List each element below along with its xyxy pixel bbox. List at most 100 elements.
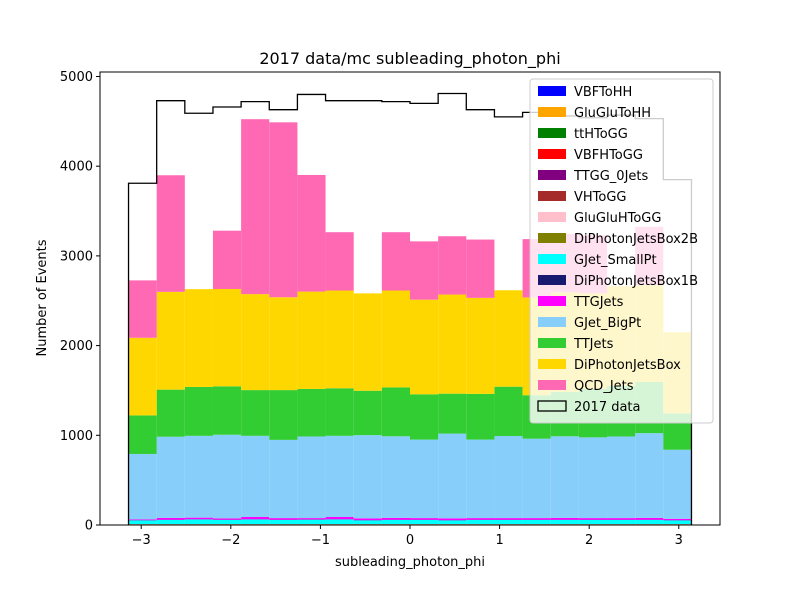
legend-swatch <box>538 149 566 159</box>
bar-series-10-bin-1 <box>156 517 185 520</box>
bar-series-11-bin-15 <box>550 436 579 518</box>
bar-series-8-bin-1 <box>156 519 185 525</box>
bar-series-11-bin-5 <box>269 439 298 519</box>
bar-series-13-bin-3 <box>212 288 242 387</box>
bar-series-10-bin-2 <box>184 517 213 520</box>
chart-title: 2017 data/mc subleading_photon_phi <box>259 49 560 69</box>
bar-series-12-bin-2 <box>184 386 213 436</box>
bar-series-13-bin-13 <box>494 290 523 387</box>
bar-series-13-bin-7 <box>325 290 354 389</box>
bar-series-11-bin-0 <box>128 453 157 520</box>
bar-series-8-bin-13 <box>494 519 523 525</box>
bar-series-10-bin-9 <box>381 517 410 520</box>
bar-series-14-bin-3 <box>212 230 242 289</box>
legend-label: DiPhotonJetsBox2B <box>574 232 698 247</box>
bar-series-12-bin-12 <box>466 393 495 440</box>
x-tick-label: −2 <box>221 533 240 548</box>
bar-series-8-bin-0 <box>128 520 157 525</box>
bar-series-11-bin-12 <box>466 439 495 519</box>
bar-series-8-bin-5 <box>269 519 298 525</box>
bar-series-8-bin-4 <box>241 519 270 525</box>
legend-label: GJet_SmallPt <box>574 253 657 268</box>
bar-series-8-bin-6 <box>297 519 326 525</box>
legend-swatch <box>538 170 566 180</box>
legend-label: ttHToGG <box>574 127 628 142</box>
legend-label: DiPhotonJetsBox1B <box>574 274 698 289</box>
bar-series-10-bin-14 <box>522 518 551 520</box>
bar-series-11-bin-18 <box>635 433 664 518</box>
y-tick-label: 3000 <box>60 249 93 264</box>
bar-series-10-bin-12 <box>466 518 495 520</box>
legend-swatch <box>538 359 566 369</box>
bar-series-10-bin-3 <box>212 518 242 520</box>
x-tick-label: 2 <box>585 533 593 548</box>
y-axis-ticks: 0 1000 2000 3000 4000 5000 <box>60 70 100 534</box>
bar-series-14-bin-1 <box>156 175 185 292</box>
bar-series-11-bin-17 <box>607 436 636 519</box>
bar-series-11-bin-8 <box>353 435 382 519</box>
legend-swatch <box>538 233 566 243</box>
bar-series-8-bin-15 <box>550 519 579 525</box>
legend-label: GluGluToHH <box>574 106 651 121</box>
legend-label: GJet_BigPt <box>574 316 641 331</box>
legend-label: 2017 data <box>574 400 641 415</box>
bar-series-10-bin-17 <box>607 518 636 520</box>
legend-label: VBFToHH <box>574 85 632 100</box>
bar-series-12-bin-6 <box>297 388 326 437</box>
bar-series-12-bin-10 <box>410 394 439 440</box>
bar-series-14-bin-4 <box>241 119 270 295</box>
bar-series-12-bin-5 <box>269 390 298 440</box>
bar-series-8-bin-17 <box>607 519 636 525</box>
bar-series-13-bin-6 <box>297 291 326 389</box>
bar-series-10-bin-15 <box>550 517 579 520</box>
legend-swatch <box>538 191 566 201</box>
bar-series-10-bin-16 <box>578 518 608 520</box>
x-tick-label: −1 <box>311 533 330 548</box>
bar-series-10-bin-18 <box>635 517 664 520</box>
bar-series-8-bin-14 <box>522 519 551 525</box>
bar-series-13-bin-10 <box>410 299 439 395</box>
bar-series-8-bin-18 <box>635 519 664 525</box>
x-tick-label: 0 <box>406 533 414 548</box>
x-tick-label: 3 <box>675 533 683 548</box>
bar-series-11-bin-4 <box>241 435 270 518</box>
bar-series-13-bin-4 <box>241 294 270 391</box>
bar-series-10-bin-13 <box>494 518 523 520</box>
bar-series-8-bin-16 <box>578 519 608 525</box>
bar-series-12-bin-13 <box>494 386 523 437</box>
bar-series-11-bin-3 <box>212 434 242 519</box>
legend-swatch <box>538 254 566 264</box>
bar-series-8-bin-7 <box>325 519 354 525</box>
bar-series-14-bin-6 <box>297 174 326 292</box>
bar-series-12-bin-3 <box>212 386 242 435</box>
legend-label: TTGG_0Jets <box>573 169 649 184</box>
bar-series-12-bin-0 <box>128 415 157 454</box>
y-tick-label: 0 <box>85 519 93 534</box>
x-tick-label: −3 <box>132 533 151 548</box>
bar-series-10-bin-19 <box>663 518 692 521</box>
bar-series-13-bin-1 <box>156 291 185 390</box>
bar-series-10-bin-10 <box>410 518 439 520</box>
bar-series-8-bin-12 <box>466 519 495 525</box>
bar-series-8-bin-3 <box>212 519 242 525</box>
legend-label: VBFHToGG <box>574 148 643 163</box>
bar-series-11-bin-9 <box>381 436 410 518</box>
bar-series-11-bin-7 <box>325 435 354 518</box>
bar-series-8-bin-9 <box>381 519 410 525</box>
bar-series-11-bin-13 <box>494 436 523 519</box>
legend-label: TTJets <box>573 337 614 352</box>
y-tick-label: 1000 <box>60 429 93 444</box>
bar-series-8-bin-19 <box>663 520 692 525</box>
bar-series-12-bin-8 <box>353 390 382 436</box>
x-axis-ticks: −3 −2 −1 0 1 2 3 <box>132 525 683 548</box>
y-tick-label: 5000 <box>60 70 93 85</box>
bar-series-11-bin-11 <box>438 433 467 519</box>
bar-series-14-bin-7 <box>325 232 354 291</box>
bar-series-10-bin-7 <box>325 517 354 520</box>
legend-label: TTGJets <box>573 295 624 310</box>
bar-series-14-bin-9 <box>381 232 410 291</box>
bar-series-12-bin-1 <box>156 389 185 437</box>
bar-series-11-bin-14 <box>522 438 551 519</box>
bar-series-12-bin-4 <box>241 390 270 436</box>
